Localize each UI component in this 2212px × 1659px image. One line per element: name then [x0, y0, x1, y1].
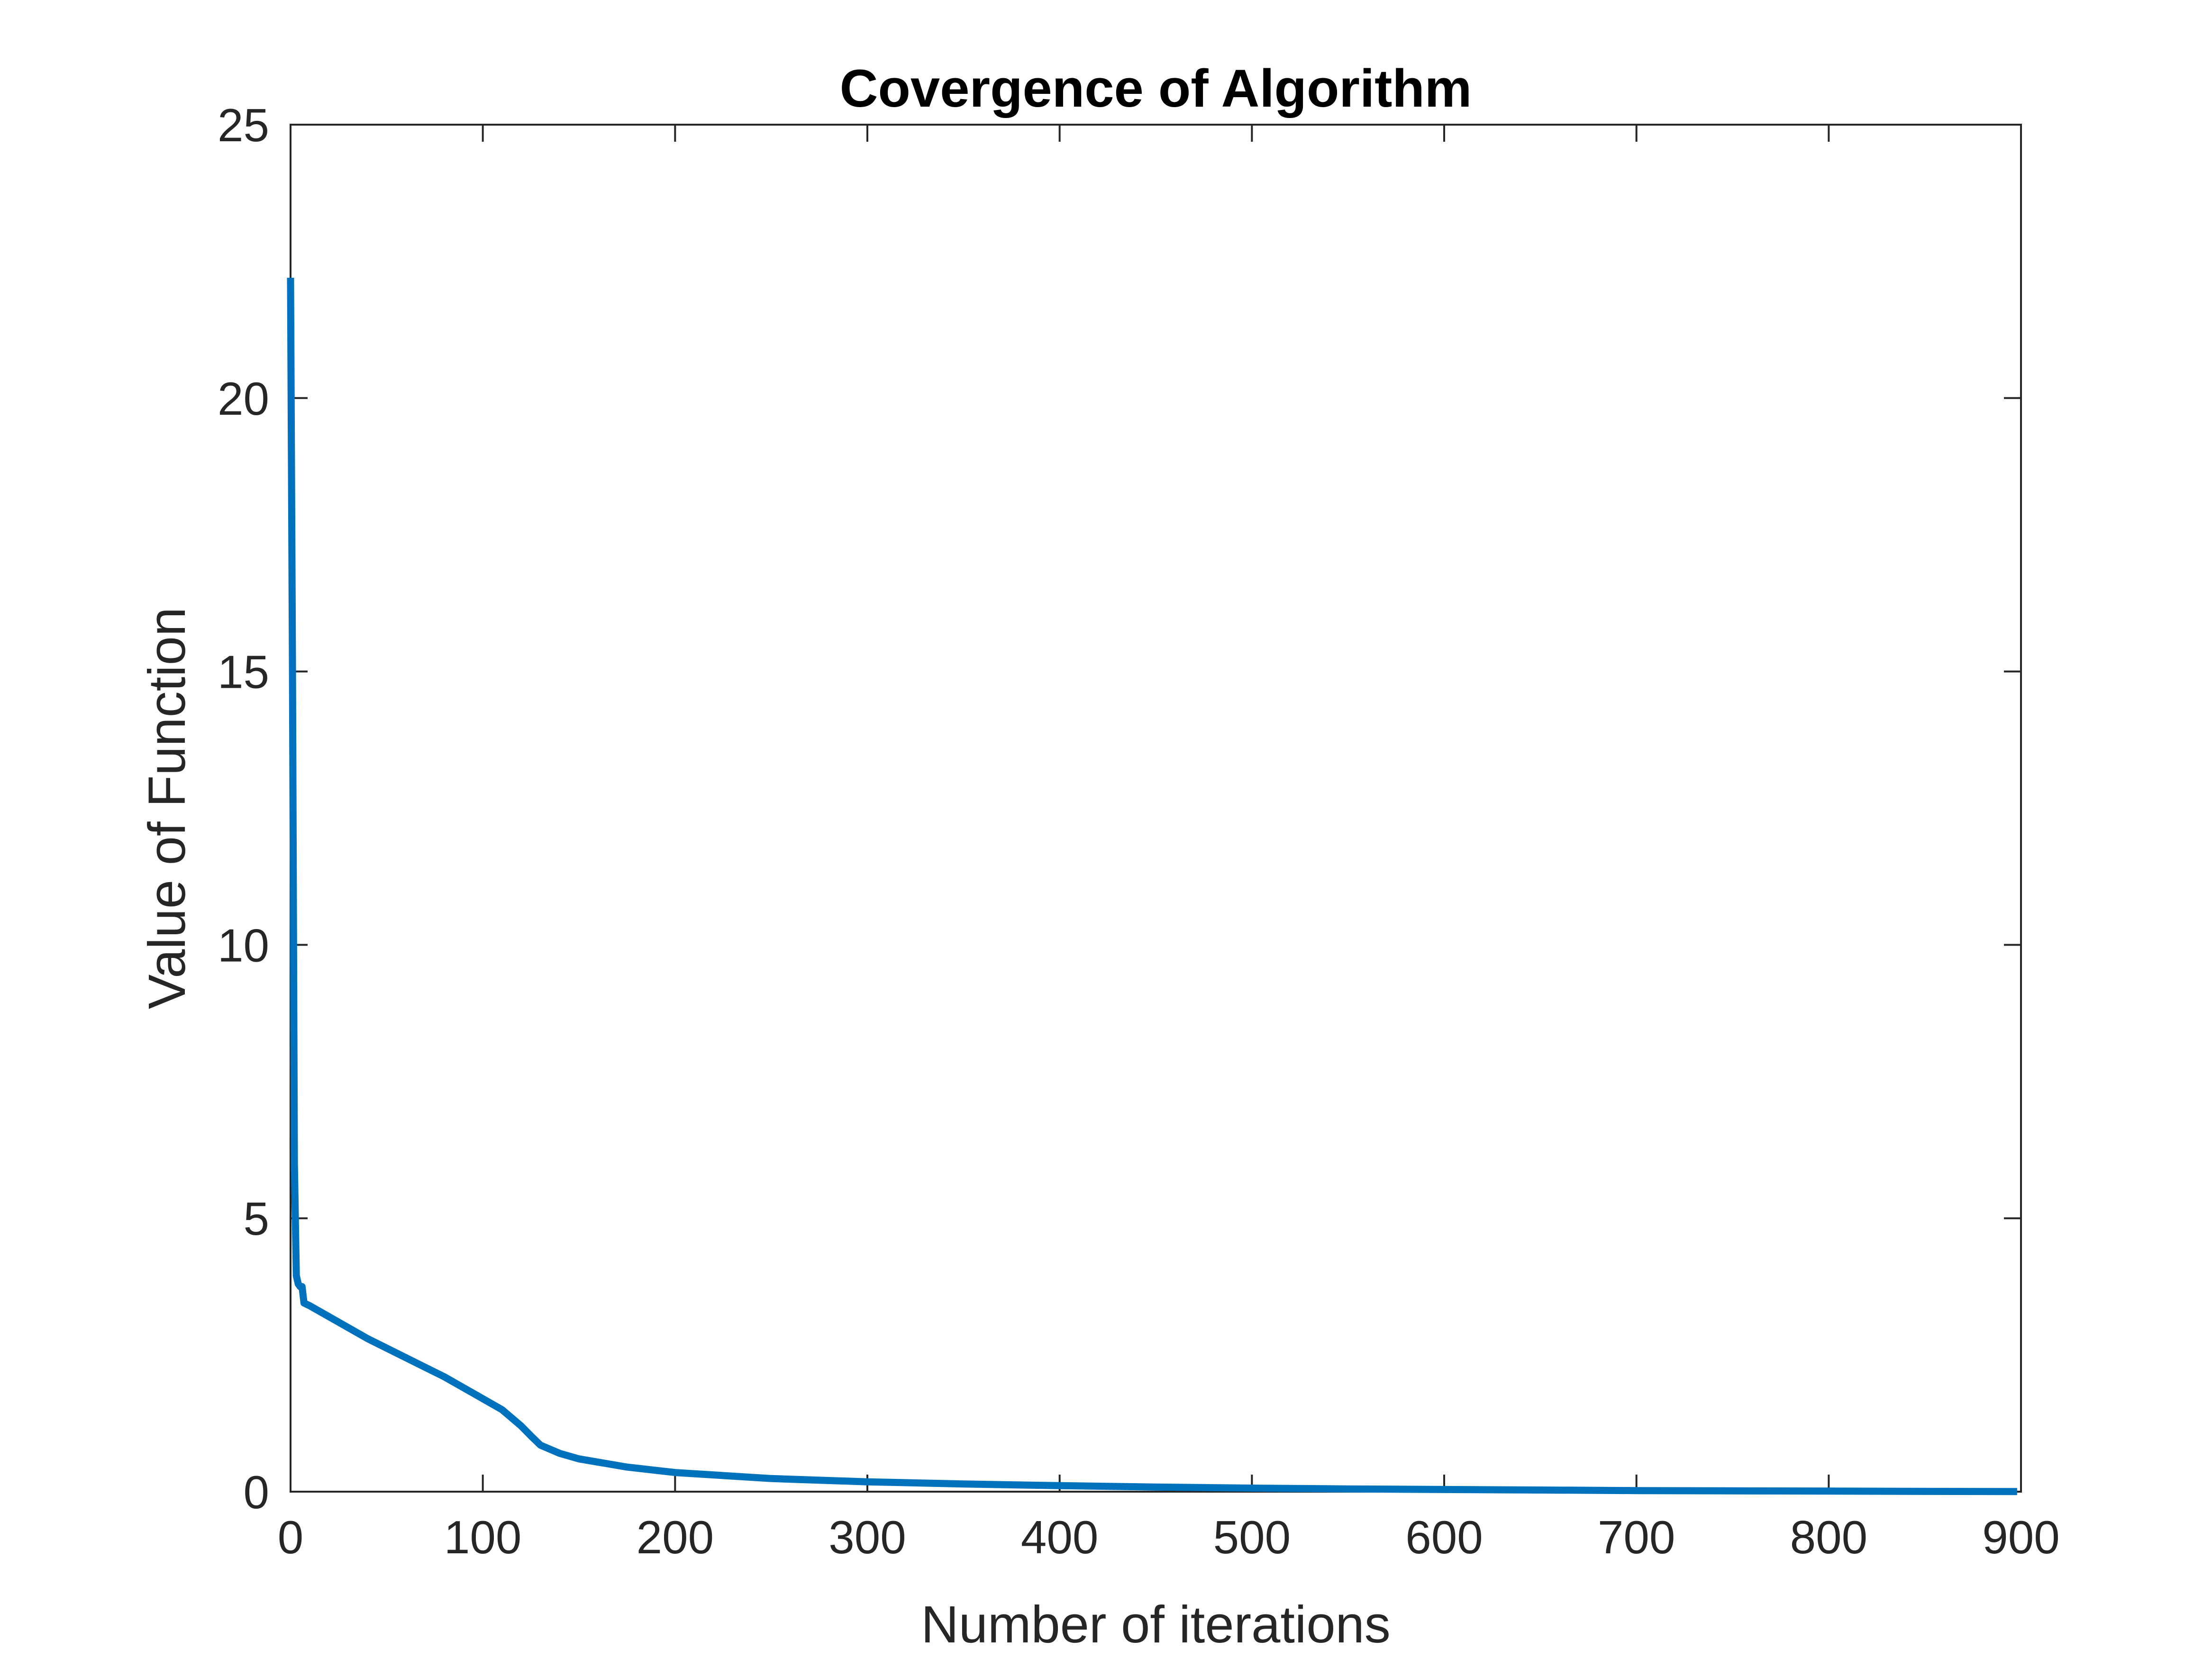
y-tick-label: 10 [218, 919, 269, 971]
chart-title: Covergence of Algorithm [840, 59, 1472, 118]
x-tick-label: 800 [1790, 1511, 1868, 1563]
x-tick-label: 300 [828, 1511, 906, 1563]
y-tick-label: 20 [218, 373, 269, 425]
x-tick-label: 200 [637, 1511, 714, 1563]
x-tick-label: 700 [1598, 1511, 1675, 1563]
y-tick-label: 5 [243, 1193, 269, 1245]
x-tick-label: 100 [444, 1511, 522, 1563]
y-tick-label: 0 [243, 1466, 269, 1518]
y-tick-label: 25 [218, 99, 269, 151]
x-tick-label: 900 [1982, 1511, 2060, 1563]
y-axis-title: Value of Function [138, 607, 196, 1009]
convergence-series-line [287, 277, 2017, 1495]
x-tick-label: 600 [1405, 1511, 1483, 1563]
x-tick-label: 500 [1213, 1511, 1291, 1563]
x-axis-title: Number of iterations [921, 1595, 1390, 1654]
x-tick-label: 0 [278, 1511, 304, 1563]
x-tick-label: 400 [1021, 1511, 1099, 1563]
y-tick-label: 15 [218, 646, 269, 698]
